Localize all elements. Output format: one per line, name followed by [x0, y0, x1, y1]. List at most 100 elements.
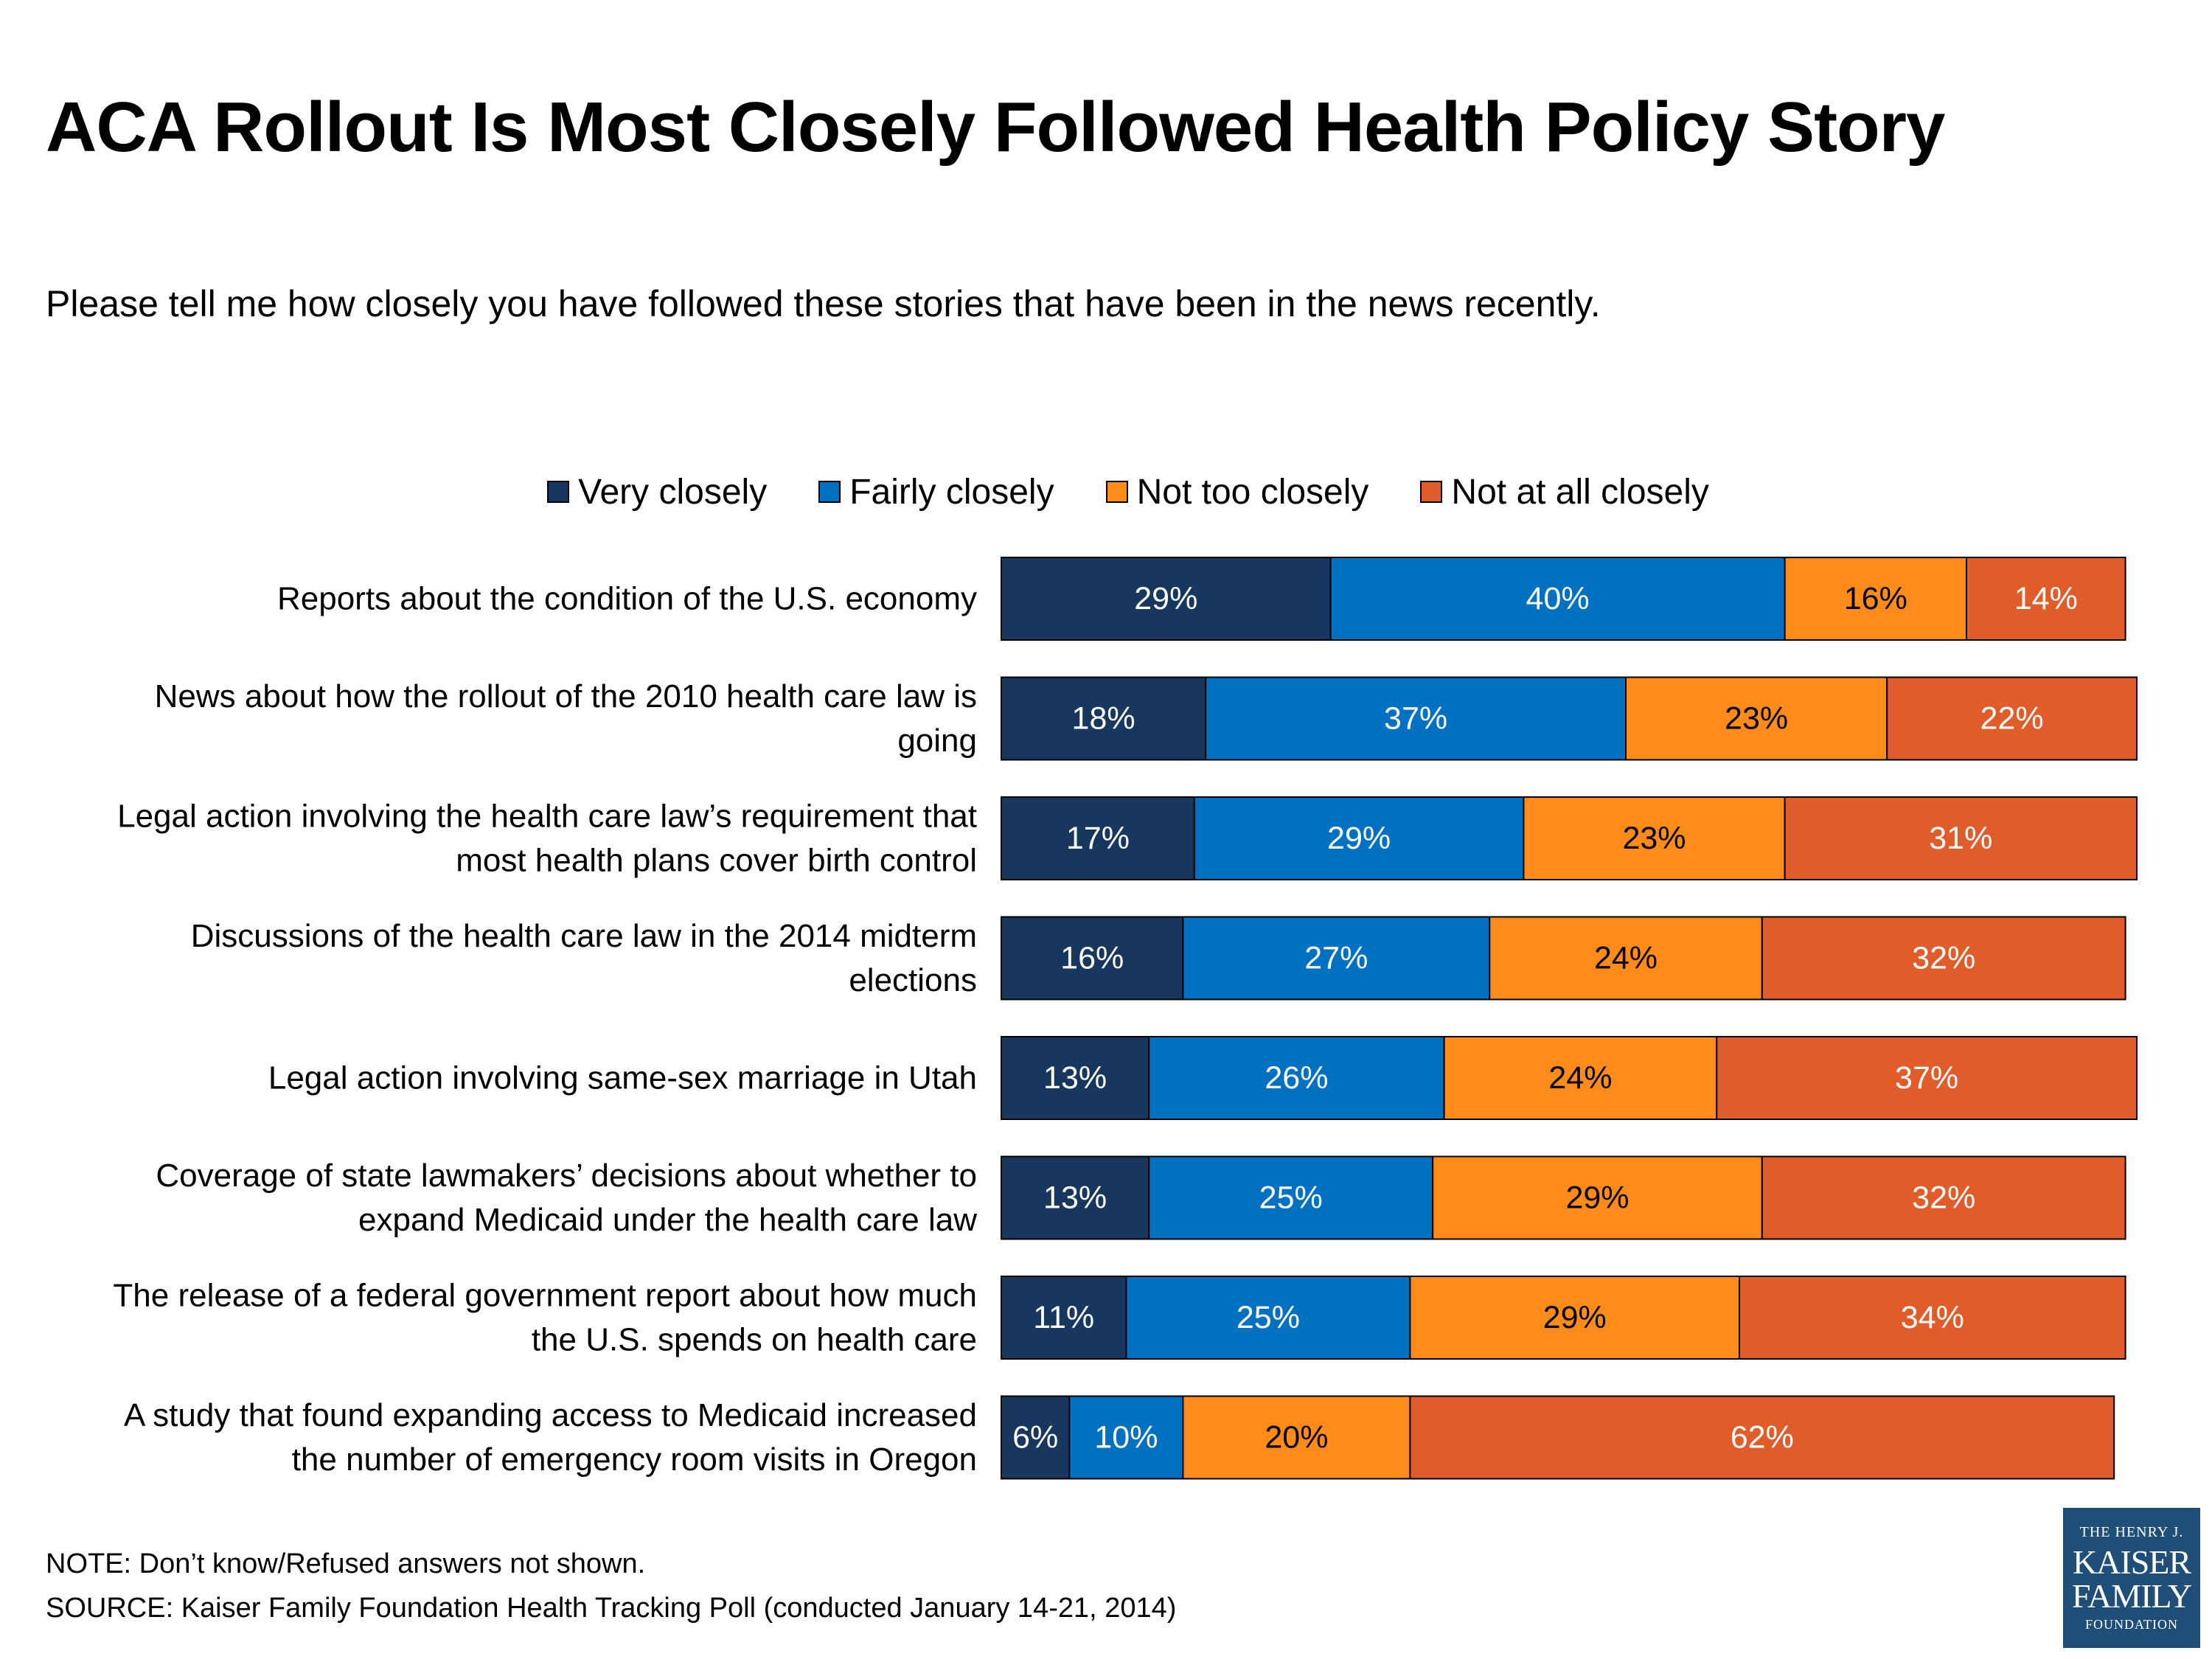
data-label-fairly-closely: 25%	[1237, 1300, 1300, 1335]
category-label: expand Medicaid under the health care la…	[358, 1202, 977, 1238]
bar-segment-not-too-closely	[1523, 796, 1786, 880]
legend-item-very-closely: Very closely	[547, 472, 767, 512]
legend-item-fairly-closely: Fairly closely	[818, 472, 1054, 512]
bar-row-1: Reports about the condition of the U.S. …	[277, 557, 2126, 641]
legend-label-not-too-closely: Not too closely	[1136, 472, 1369, 512]
category-label: most health plans cover birth control	[456, 843, 977, 879]
category-label: going	[897, 723, 977, 759]
bar-segment-not-at-all-closely	[1784, 796, 2138, 880]
data-label-not-too-closely: 23%	[1725, 701, 1788, 737]
category-label: Reports about the condition of the U.S. …	[277, 581, 977, 617]
data-label-not-at-all-closely: 62%	[1731, 1420, 1794, 1455]
category-label: Legal action involving the health care l…	[117, 799, 977, 835]
legend-label-not-at-all-closely: Not at all closely	[1451, 472, 1709, 512]
data-label-fairly-closely: 37%	[1384, 701, 1447, 737]
chart-legend: Very closely Fairly closely Not too clos…	[0, 466, 2212, 518]
bar-segment-very-closely	[1001, 1395, 1071, 1480]
data-label-very-closely: 18%	[1072, 701, 1135, 737]
bar-segment-not-too-closely	[1432, 1155, 1763, 1240]
category-label: the number of emergency room visits in O…	[292, 1441, 977, 1478]
data-label-fairly-closely: 26%	[1265, 1060, 1328, 1096]
kff-logo: THE HENRY J. KAISER FAMILY FOUNDATION	[2063, 1508, 2200, 1648]
data-label-not-too-closely: 24%	[1548, 1060, 1612, 1096]
logo-line-4: FOUNDATION	[2085, 1617, 2178, 1632]
bar-segment-not-at-all-closely	[1761, 916, 2126, 1001]
bar-segment-very-closely	[1001, 916, 1184, 1001]
data-label-very-closely: 29%	[1134, 581, 1197, 616]
category-label: The release of a federal government repo…	[113, 1278, 977, 1314]
category-label: elections	[849, 962, 977, 998]
bar-segment-not-too-closely	[1625, 676, 1888, 761]
bar-segment-not-too-closely	[1784, 557, 1968, 641]
chart-title: ACA Rollout Is Most Closely Followed Hea…	[46, 88, 1945, 167]
bar-segment-not-at-all-closely	[1761, 1155, 2126, 1240]
bar-row-4: Discussions of the health care law in th…	[191, 916, 2126, 1001]
data-label-very-closely: 13%	[1043, 1180, 1107, 1216]
bar-segment-very-closely	[1001, 1276, 1127, 1360]
data-label-not-at-all-closely: 32%	[1912, 1180, 1975, 1216]
data-label-fairly-closely: 29%	[1327, 821, 1391, 856]
data-label-very-closely: 6%	[1012, 1420, 1058, 1455]
data-label-not-at-all-closely: 34%	[1901, 1300, 1964, 1335]
data-label-not-at-all-closely: 22%	[1980, 701, 2044, 737]
data-label-not-at-all-closely: 32%	[1912, 941, 1975, 976]
category-label: News about how the rollout of the 2010 h…	[155, 678, 977, 714]
bar-row-6: Coverage of state lawmakers’ decisions a…	[156, 1155, 2126, 1240]
bar-segment-not-at-all-closely	[1409, 1395, 2115, 1480]
chart-subtitle: Please tell me how closely you have foll…	[46, 283, 1601, 324]
legend-item-not-at-all-closely: Not at all closely	[1420, 472, 1709, 512]
bar-segment-fairly-closely	[1193, 796, 1525, 880]
data-label-fairly-closely: 40%	[1526, 581, 1590, 616]
logo-line-2: KAISER	[2072, 1543, 2191, 1581]
data-label-not-too-closely: 16%	[1844, 581, 1907, 616]
bar-row-8: A study that found expanding access to M…	[124, 1395, 2115, 1480]
bar-segment-not-too-closely	[1489, 916, 1763, 1001]
data-label-not-too-closely: 20%	[1265, 1420, 1328, 1455]
data-label-not-too-closely: 24%	[1594, 941, 1658, 976]
legend-swatch-very-closely	[547, 481, 570, 503]
data-label-not-at-all-closely: 31%	[1929, 821, 1992, 856]
data-label-very-closely: 11%	[1033, 1300, 1094, 1335]
bar-segment-not-at-all-closely	[1886, 676, 2138, 761]
legend-item-not-too-closely: Not too closely	[1105, 472, 1369, 512]
bar-segment-not-at-all-closely	[1966, 557, 2126, 641]
bar-segment-fairly-closely	[1182, 916, 1491, 1001]
bar-row-3: Legal action involving the health care l…	[117, 796, 2138, 880]
bar-row-7: The release of a federal government repo…	[113, 1276, 2126, 1360]
bar-segment-not-too-closely	[1182, 1395, 1411, 1480]
bar-segment-not-too-closely	[1443, 1036, 1718, 1120]
data-label-not-at-all-closely: 14%	[2014, 581, 2078, 616]
data-label-not-too-closely: 23%	[1622, 821, 1686, 856]
data-label-very-closely: 17%	[1066, 821, 1130, 856]
legend-label-very-closely: Very closely	[578, 472, 768, 512]
bar-segment-fairly-closely	[1148, 1155, 1434, 1240]
legend-swatch-fairly-closely	[818, 481, 841, 503]
category-label: the U.S. spends on health care	[532, 1322, 977, 1358]
data-label-fairly-closely: 10%	[1094, 1420, 1158, 1455]
bar-row-5: Legal action involving same-sex marriage…	[268, 1036, 2138, 1120]
category-label: Discussions of the health care law in th…	[191, 918, 977, 954]
bar-segment-not-too-closely	[1409, 1276, 1741, 1360]
footnote: NOTE: Don’t know/Refused answers not sho…	[46, 1548, 646, 1579]
bar-segment-fairly-closely	[1205, 676, 1627, 761]
data-label-very-closely: 16%	[1060, 941, 1124, 976]
bar-segment-fairly-closely	[1329, 557, 1786, 641]
data-label-not-too-closely: 29%	[1565, 1180, 1629, 1216]
category-label: A study that found expanding access to M…	[124, 1397, 977, 1433]
bar-segment-not-at-all-closely	[1716, 1036, 2138, 1120]
logo-line-1: THE HENRY J.	[2079, 1524, 2184, 1540]
bar-segment-not-at-all-closely	[1739, 1276, 2126, 1360]
bar-segment-fairly-closely	[1148, 1036, 1445, 1120]
data-label-fairly-closely: 25%	[1259, 1180, 1323, 1216]
bar-segment-very-closely	[1001, 796, 1195, 880]
category-label: Coverage of state lawmakers’ decisions a…	[156, 1158, 977, 1194]
bar-row-2: News about how the rollout of the 2010 h…	[155, 676, 2138, 761]
data-label-fairly-closely: 27%	[1304, 941, 1368, 976]
legend-swatch-not-at-all-closely	[1420, 481, 1443, 503]
legend-swatch-not-too-closely	[1105, 481, 1128, 503]
bar-segment-very-closely	[1001, 1036, 1150, 1120]
data-label-not-at-all-closely: 37%	[1895, 1060, 1958, 1096]
bar-segment-very-closely	[1001, 1155, 1150, 1240]
data-label-very-closely: 13%	[1043, 1060, 1107, 1096]
